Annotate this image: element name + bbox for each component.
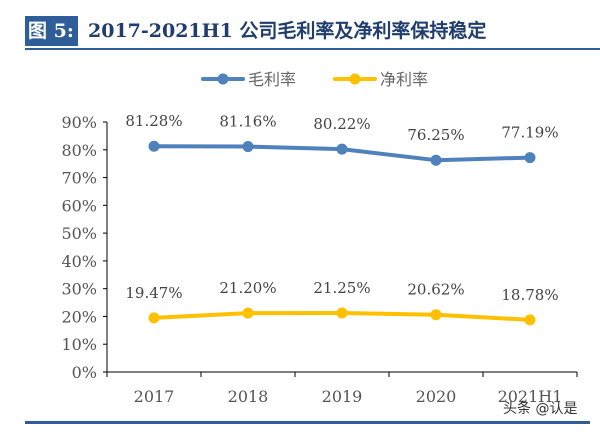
data-label: 21.20% xyxy=(219,279,276,297)
y-tick-label: 60% xyxy=(61,196,97,215)
data-point xyxy=(148,312,160,324)
legend-label: 净利率 xyxy=(380,70,428,89)
data-label: 19.47% xyxy=(125,284,182,302)
data-label: 18.78% xyxy=(501,286,558,304)
data-label: 21.25% xyxy=(313,279,370,297)
data-label: 20.62% xyxy=(407,281,464,299)
data-point xyxy=(242,307,254,319)
y-tick-label: 90% xyxy=(61,113,97,132)
x-tick-label: 2021H1 xyxy=(498,387,563,406)
data-point xyxy=(430,154,442,166)
legend-label: 毛利率 xyxy=(248,70,296,89)
data-point xyxy=(148,140,160,152)
y-tick-label: 80% xyxy=(61,141,97,160)
legend-marker xyxy=(349,73,361,85)
y-tick-label: 30% xyxy=(61,280,97,299)
data-point xyxy=(336,307,348,319)
bottom-divider xyxy=(25,421,590,424)
data-label: 77.19% xyxy=(501,124,558,142)
data-label: 81.16% xyxy=(219,113,276,131)
data-label: 81.28% xyxy=(125,112,182,130)
y-tick-label: 40% xyxy=(61,252,97,271)
y-tick-label: 10% xyxy=(61,335,97,354)
legend-marker xyxy=(217,73,229,85)
x-tick-label: 2018 xyxy=(228,387,269,406)
x-tick-label: 2019 xyxy=(322,387,363,406)
watermark: 头条 @认是 xyxy=(503,401,578,417)
data-label: 76.25% xyxy=(407,126,464,144)
data-label: 80.22% xyxy=(313,115,370,133)
y-tick-label: 50% xyxy=(61,224,97,243)
data-point xyxy=(242,141,254,153)
data-point xyxy=(336,143,348,155)
figure-number: 图 5: xyxy=(25,16,78,46)
title-divider xyxy=(25,48,600,50)
chart-title: 2017-2021H1 公司毛利率及净利率保持稳定 xyxy=(88,20,487,42)
x-tick-label: 2017 xyxy=(134,387,175,406)
x-tick-label: 2020 xyxy=(416,387,457,406)
data-point xyxy=(524,314,536,326)
data-point xyxy=(524,152,536,164)
y-tick-label: 0% xyxy=(72,363,97,382)
y-tick-label: 70% xyxy=(61,169,97,188)
data-point xyxy=(430,309,442,321)
y-tick-label: 20% xyxy=(61,307,97,326)
